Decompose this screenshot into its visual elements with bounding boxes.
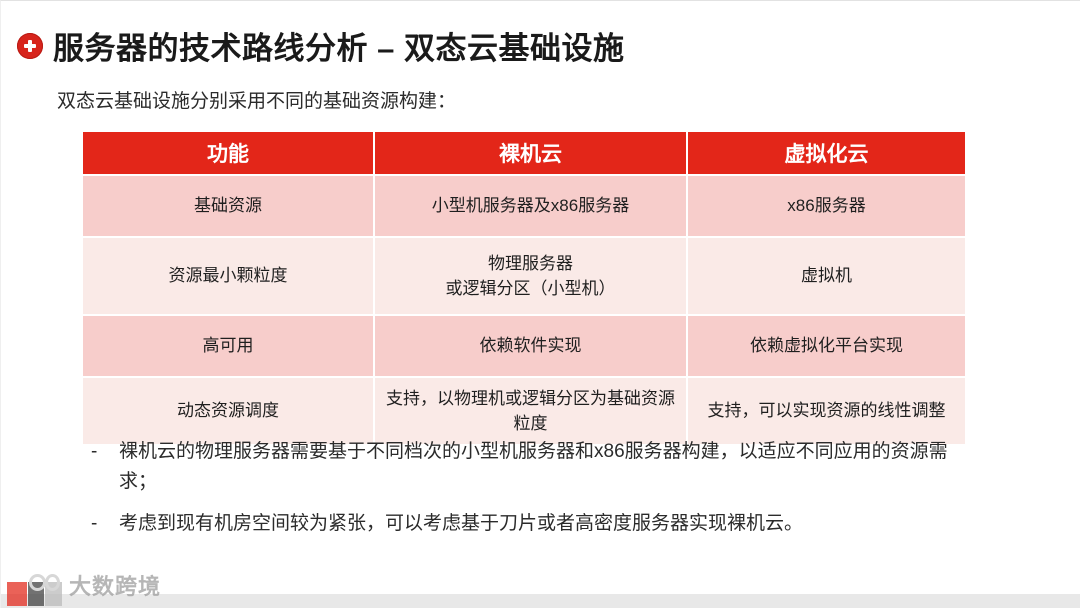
page-title: 服务器的技术路线分析 – 双态云基础设施 (53, 31, 625, 66)
bullet-text: 考虑到现有机房空间较为紧张，可以考虑基于刀片或者高密度服务器实现裸机云。 (119, 513, 804, 534)
table-row: 动态资源调度 支持，以物理机或逻辑分区为基础资源粒度 支持，可以实现资源的线性调… (83, 378, 965, 444)
table-cell: 高可用 (83, 316, 373, 376)
table-header-row: 功能 裸机云 虚拟化云 (83, 132, 965, 174)
footer-band (1, 594, 1080, 608)
table-cell: 资源最小颗粒度 (83, 238, 373, 314)
watermark: 大数跨境 (7, 572, 161, 606)
table-header-cell-virtualized-cloud: 虚拟化云 (688, 132, 965, 174)
table-cell: 依赖软件实现 (375, 316, 686, 376)
bullet-text: 裸机云的物理服务器需要基于不同档次的小型机服务器和x86服务器构建，以适应不同应… (119, 441, 948, 492)
table-header-cell-function: 功能 (83, 132, 373, 174)
list-item: - 裸机云的物理服务器需要基于不同档次的小型机服务器和x86服务器构建，以适应不… (87, 437, 977, 497)
comparison-table-wrapper: 功能 裸机云 虚拟化云 基础资源 小型机服务器及x86服务器 x86服务器 资源… (83, 132, 965, 444)
watermark-label: 大数跨境 (69, 574, 162, 599)
table-cell: 支持，可以实现资源的线性调整 (688, 378, 965, 444)
bullet-dash-marker: - (91, 441, 98, 462)
comparison-table: 功能 裸机云 虚拟化云 基础资源 小型机服务器及x86服务器 x86服务器 资源… (81, 130, 967, 446)
list-item: - 考虑到现有机房空间较为紧张，可以考虑基于刀片或者高密度服务器实现裸机云。 (87, 509, 977, 539)
table-row: 高可用 依赖软件实现 依赖虚拟化平台实现 (83, 316, 965, 376)
plus-circle-icon (17, 32, 43, 59)
bullet-list: - 裸机云的物理服务器需要基于不同档次的小型机服务器和x86服务器构建，以适应不… (87, 437, 977, 551)
bullet-dash-marker: - (91, 513, 98, 534)
table-cell: x86服务器 (688, 176, 965, 236)
table-cell: 依赖虚拟化平台实现 (688, 316, 965, 376)
table-row: 基础资源 小型机服务器及x86服务器 x86服务器 (83, 176, 965, 236)
table-row: 资源最小颗粒度 物理服务器 或逻辑分区（小型机） 虚拟机 (83, 238, 965, 314)
table-cell: 小型机服务器及x86服务器 (375, 176, 686, 236)
slide-title-row: 服务器的技术路线分析 – 双态云基础设施 (17, 23, 624, 68)
table-cell: 动态资源调度 (83, 378, 373, 444)
table-cell: 虚拟机 (688, 238, 965, 314)
table-cell: 基础资源 (83, 176, 373, 236)
table-header-cell-bare-metal-cloud: 裸机云 (375, 132, 686, 174)
slide-subtitle: 双态云基础设施分别采用不同的基础资源构建： (57, 91, 457, 112)
hundred-logo-icon (7, 572, 63, 606)
table-cell: 物理服务器 或逻辑分区（小型机） (375, 238, 686, 314)
table-cell: 支持，以物理机或逻辑分区为基础资源粒度 (375, 378, 686, 444)
